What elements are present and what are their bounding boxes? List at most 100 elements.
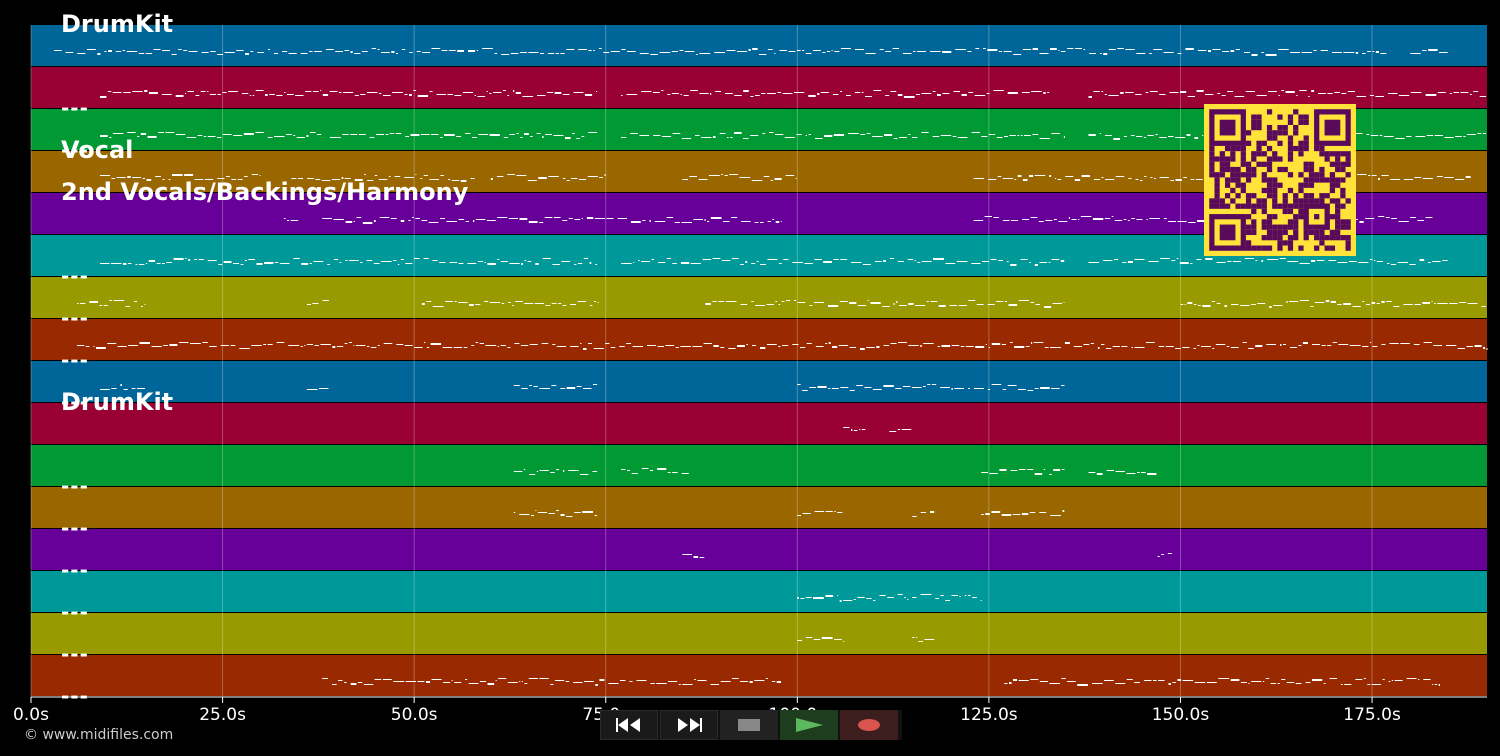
note [750,96,754,97]
note [1032,48,1038,50]
note [806,343,812,344]
note [413,90,417,91]
note [680,262,690,264]
note [690,90,698,91]
note [551,385,557,386]
note [814,259,822,260]
note [1081,175,1090,177]
note [592,471,598,472]
qr-module [1287,235,1294,241]
note [198,259,204,260]
note [991,511,1001,513]
qr-module [1282,130,1288,136]
note [782,93,793,94]
qr-module [1219,166,1225,173]
note [772,219,775,220]
note [817,386,827,388]
note [209,346,217,347]
note [509,263,520,264]
note [371,48,377,49]
note [1455,179,1465,180]
note [822,52,826,53]
note [1131,218,1135,219]
qr-code-icon[interactable] [1204,104,1356,256]
note [111,388,117,389]
note [682,684,693,685]
note [1103,260,1113,261]
note [1039,681,1048,682]
qr-module [1251,208,1257,215]
note [813,50,821,51]
note [901,429,912,430]
qr-module [1256,119,1262,125]
note [1387,263,1390,264]
note [699,53,711,54]
note [222,92,227,93]
qr-module [1329,214,1336,220]
note [513,385,520,386]
note [1121,346,1128,347]
note [1160,258,1170,259]
qr-module [1293,224,1299,230]
note [1001,344,1006,345]
note [813,639,821,640]
qr-module [1266,177,1273,183]
note [468,683,479,684]
note [853,430,858,431]
note [350,134,358,135]
note [1290,52,1300,53]
note [701,137,712,138]
note [1273,305,1283,306]
note [1108,95,1119,96]
note [657,346,664,347]
qr-module [1251,219,1257,225]
qr-module [1335,156,1341,162]
note [672,263,677,264]
qr-module [1329,172,1336,178]
note [760,264,766,265]
note [306,389,318,390]
note [1428,262,1431,263]
note [1348,261,1357,262]
rewind-button[interactable] [600,710,658,740]
note [1372,51,1375,52]
qr-module [1287,187,1294,194]
note [447,94,453,95]
note [1168,136,1174,137]
note [123,92,131,93]
stop-button[interactable] [720,710,778,740]
note [1018,680,1029,681]
note [309,263,312,264]
note [85,346,90,347]
note [647,345,657,346]
note [1025,346,1030,347]
note [756,261,759,262]
note [856,385,863,386]
note [134,301,137,302]
note [140,133,147,135]
note [1020,135,1023,136]
note [1310,306,1314,307]
note [377,49,380,50]
fast-forward-button[interactable] [660,710,718,740]
qr-module [1308,229,1315,236]
note [421,220,428,221]
note [710,684,720,685]
note [1030,302,1035,303]
record-button[interactable] [840,710,898,740]
note [1394,680,1403,681]
note [1438,684,1440,686]
note [942,51,952,53]
note [899,305,907,306]
note [1064,342,1070,344]
track-label: --- [61,348,89,372]
note [390,218,397,219]
note [861,92,864,93]
note [1231,304,1239,305]
note [500,345,506,346]
note [945,263,956,264]
note [562,94,570,95]
play-button[interactable] [780,710,838,740]
note [477,261,484,262]
note [338,680,343,681]
